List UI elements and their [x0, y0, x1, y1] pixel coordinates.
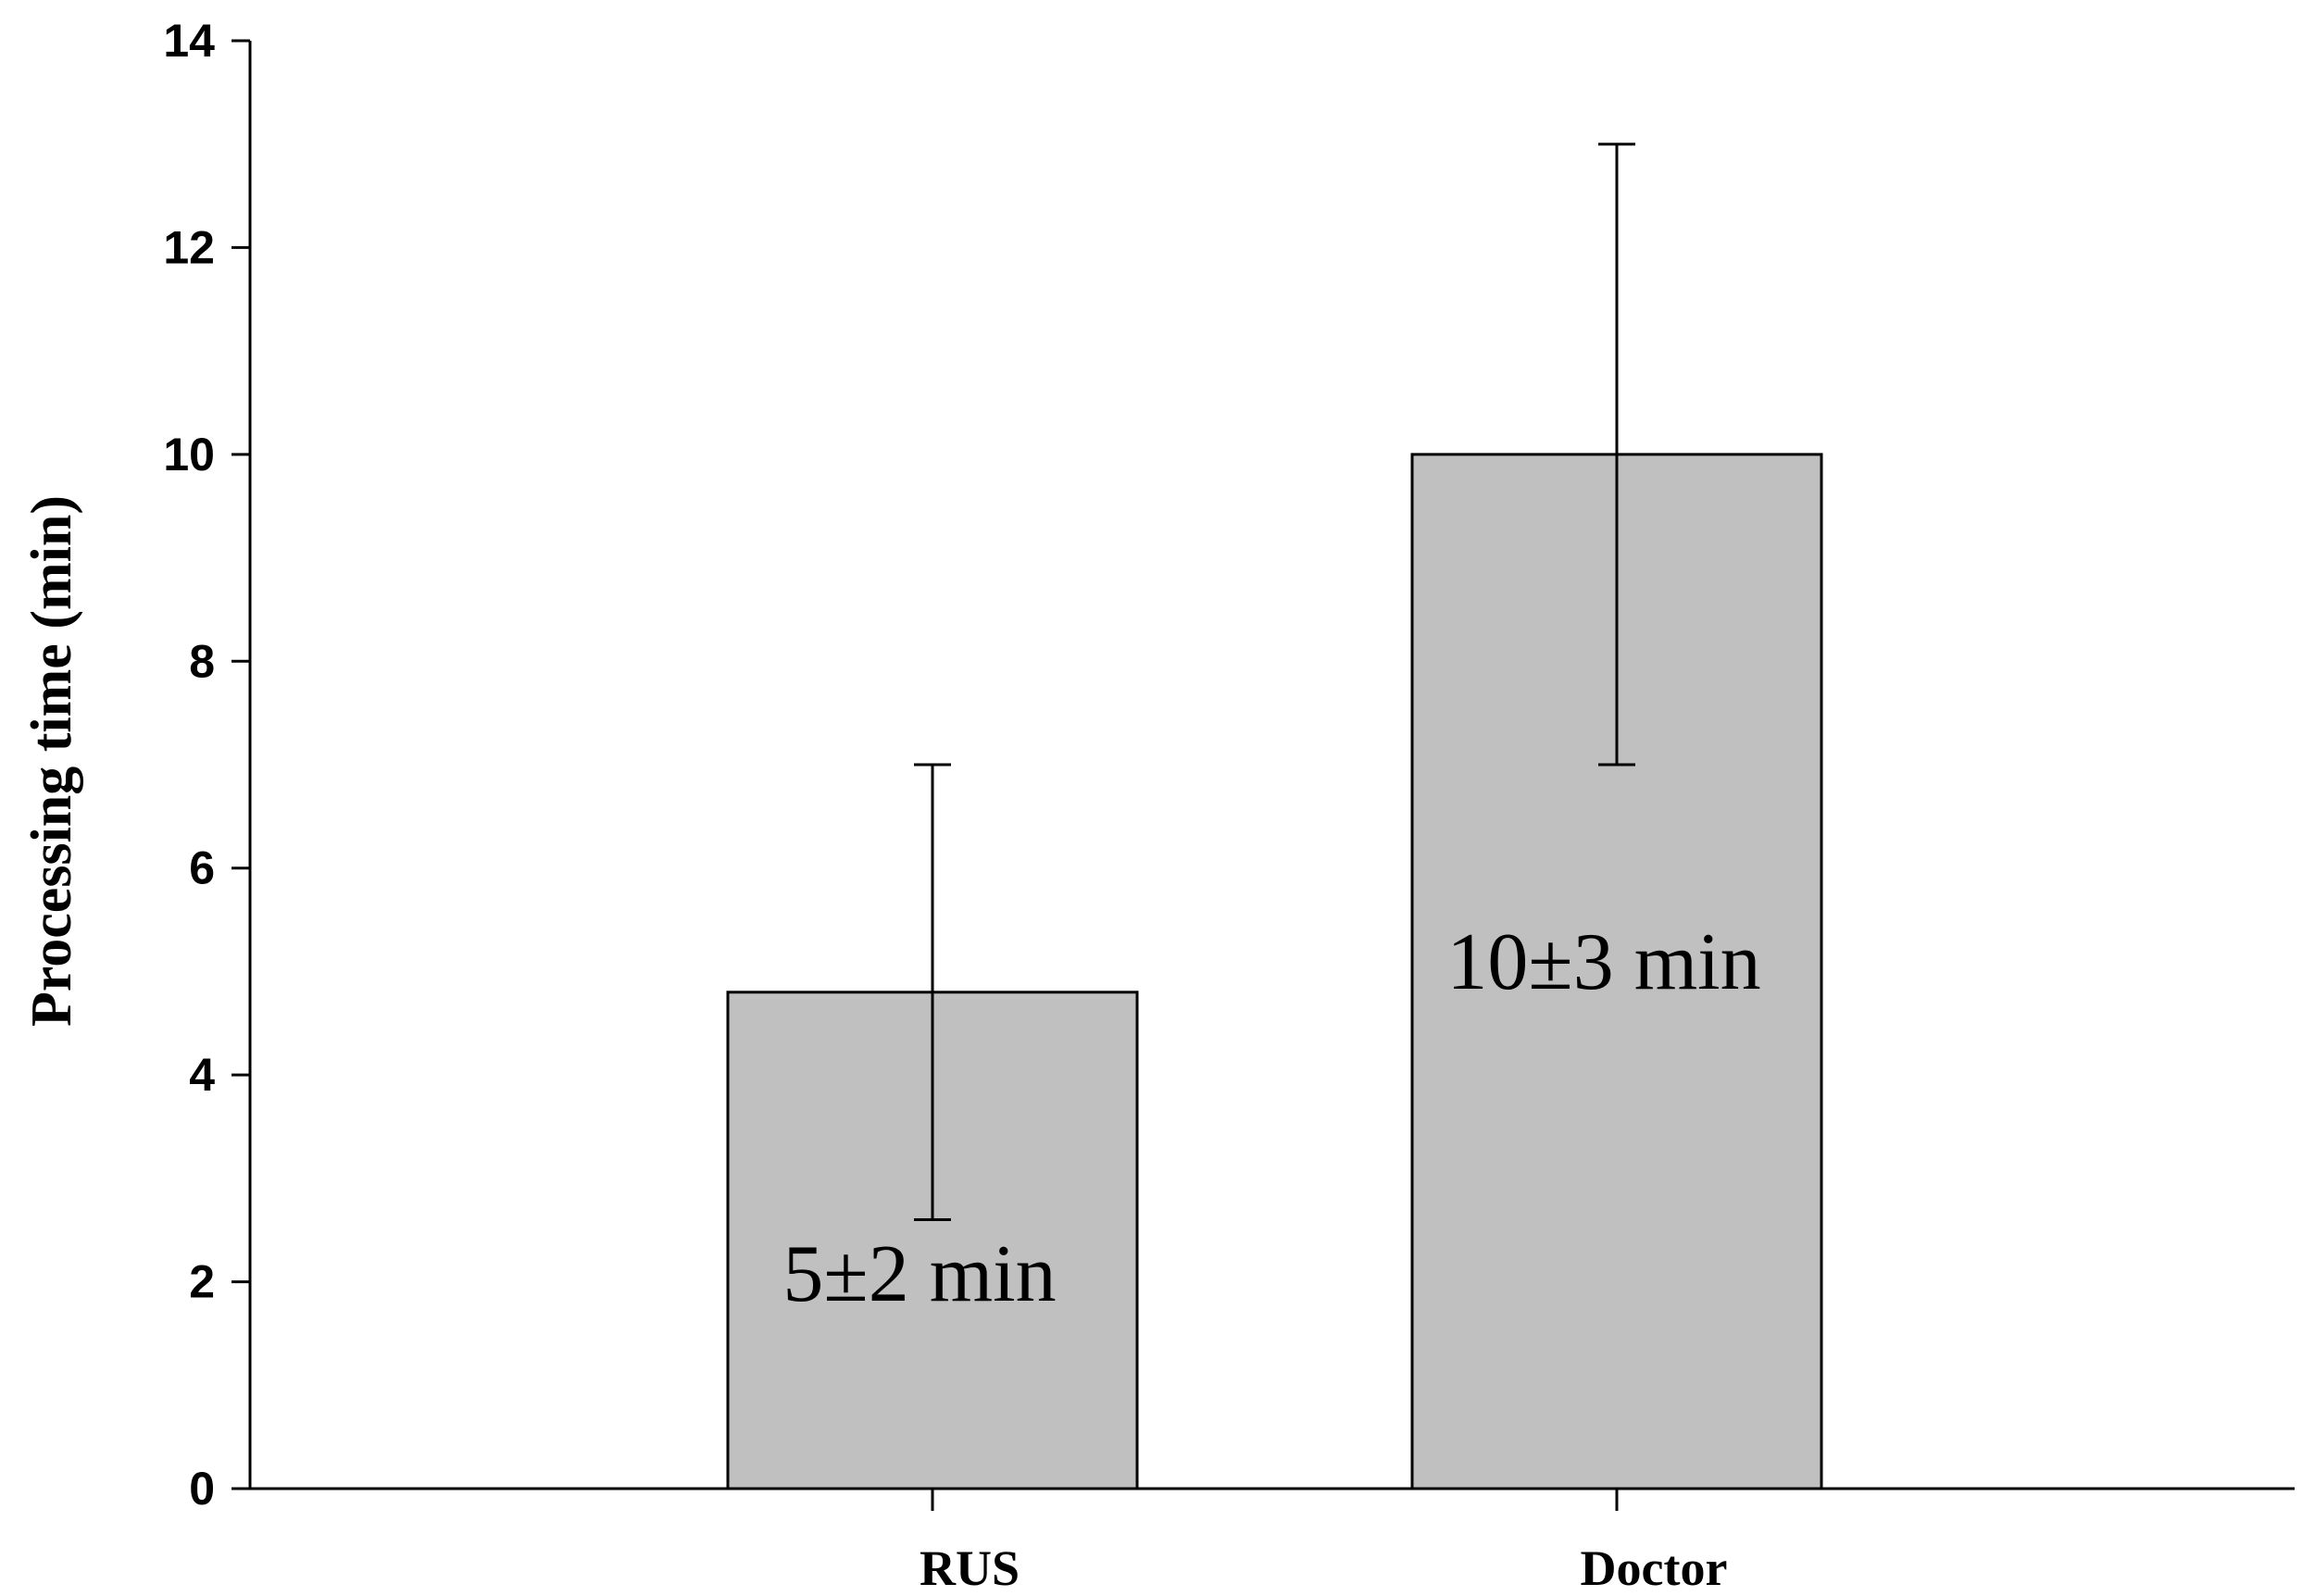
y-tick-label: 2 [189, 1256, 215, 1308]
y-tick-label: 14 [163, 15, 215, 67]
y-ticks-layer: 0 2 4 6 8 10 12 14 [163, 15, 250, 1515]
y-axis-title: Processing time (min) [20, 495, 83, 1027]
y-tick-label: 0 [189, 1463, 215, 1515]
axes-layer [248, 41, 2295, 1490]
x-ticks-layer: RUS Doctor [920, 1489, 1727, 1596]
data-labels-layer: 5±2 min 10±3 min [782, 917, 1760, 1319]
data-label-rus: 5±2 min [782, 1229, 1056, 1319]
y-tick-label: 8 [189, 635, 215, 687]
y-tick-label: 6 [189, 842, 215, 894]
y-tick-label: 4 [189, 1049, 215, 1101]
data-label-doctor: 10±3 min [1446, 917, 1760, 1007]
x-tick-label-rus: RUS [920, 1540, 1020, 1596]
y-tick-label: 10 [163, 429, 215, 480]
error-bars-layer [914, 143, 1635, 1222]
x-tick-label-doctor: Doctor [1581, 1540, 1728, 1596]
y-tick-label: 12 [163, 221, 215, 273]
